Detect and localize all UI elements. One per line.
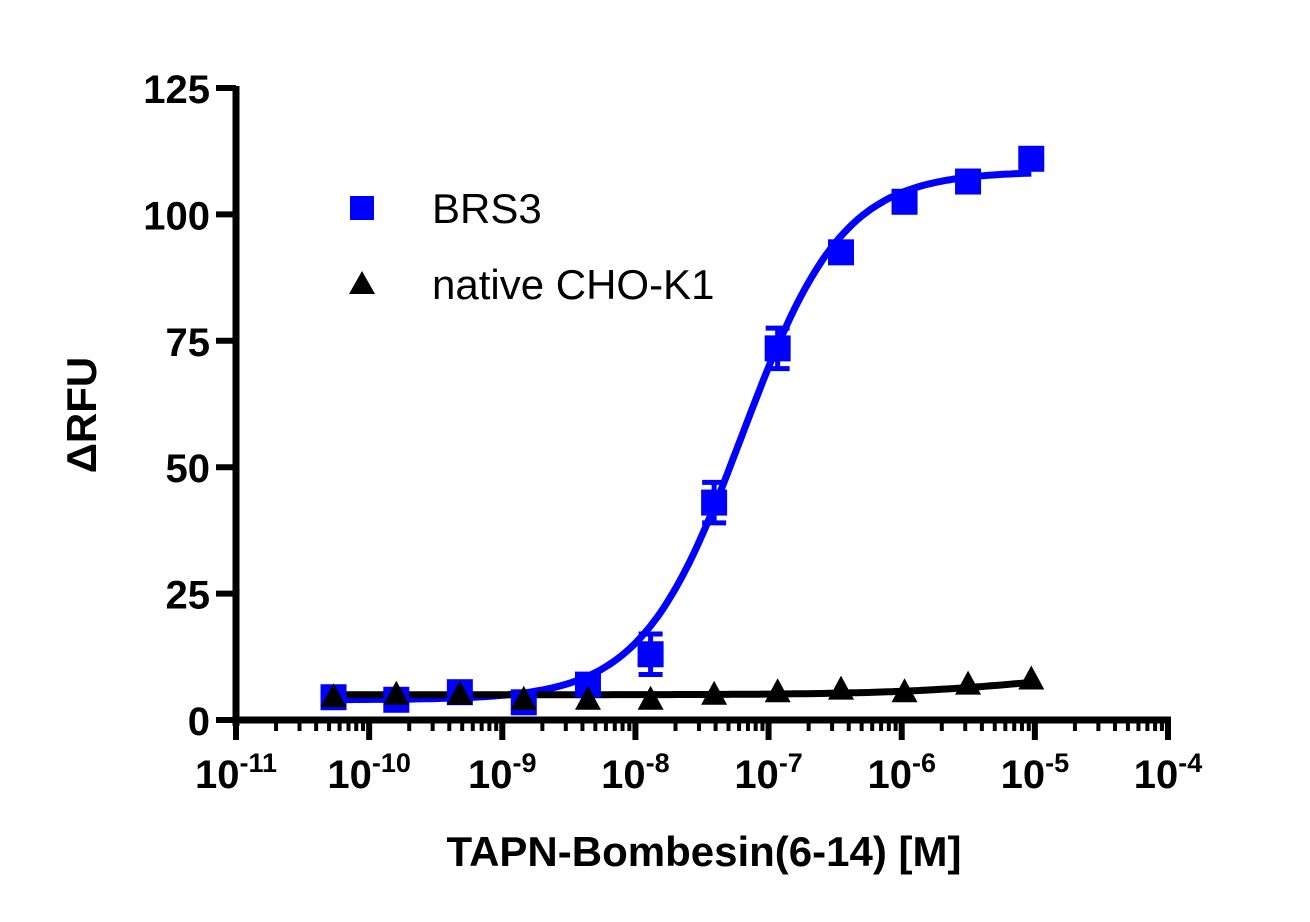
triangle-marker (955, 670, 982, 695)
x-tick-label: 10-10 (327, 748, 411, 797)
triangle-marker (828, 675, 855, 700)
data-points (320, 145, 1045, 716)
x-tick-label: 10-8 (601, 748, 670, 797)
square-marker (1018, 145, 1045, 172)
y-tick-label: 100 (143, 194, 210, 238)
legend-triangle-icon (349, 271, 375, 294)
triangle-marker (891, 678, 918, 703)
triangle-marker (383, 680, 410, 705)
triangle-marker (446, 680, 473, 705)
axes: 0 25 50 75 100 125 10-11 10-10 10-9 10-8 10-7 10-6 1… (143, 68, 1202, 797)
fit-curve-brs3 (333, 169, 1032, 704)
fit-curves (333, 169, 1032, 704)
triangle-marker (574, 685, 601, 710)
y-tick-label: 50 (166, 447, 211, 491)
fit-curve-native-cho-k1 (333, 678, 1032, 699)
x-tick-label: 10-9 (468, 748, 537, 797)
legend-square-icon (350, 196, 374, 220)
x-tick-label: 10-6 (867, 748, 936, 797)
x-tick-label: 10-5 (1001, 748, 1070, 797)
triangle-marker (1018, 665, 1045, 690)
triangle-marker (637, 685, 664, 710)
triangle-marker (320, 683, 347, 708)
y-tick-label: 125 (143, 68, 210, 112)
square-marker (891, 188, 918, 215)
x-tick-label: 10-7 (734, 748, 803, 797)
x-tick-label: 10-4 (1134, 748, 1203, 797)
triangle-marker (701, 680, 728, 705)
square-marker (764, 335, 791, 362)
y-tick-label: 75 (166, 321, 211, 365)
square-marker (637, 641, 664, 668)
legend-label: BRS3 (432, 185, 542, 232)
y-tick-label: 0 (188, 700, 210, 744)
triangle-marker (510, 685, 537, 710)
legend: BRS3 native CHO-K1 (349, 185, 714, 308)
y-axis-label: ΔRFU (58, 357, 105, 474)
x-axis-label: TAPN-Bombesin(6-14) [M] (447, 828, 962, 875)
legend-label: native CHO-K1 (432, 261, 714, 308)
square-marker (701, 489, 728, 516)
square-marker (955, 168, 982, 195)
y-tick-label: 25 (166, 574, 211, 618)
square-marker (828, 239, 855, 266)
x-tick-label: 10-11 (195, 748, 277, 797)
triangle-marker (764, 678, 791, 703)
